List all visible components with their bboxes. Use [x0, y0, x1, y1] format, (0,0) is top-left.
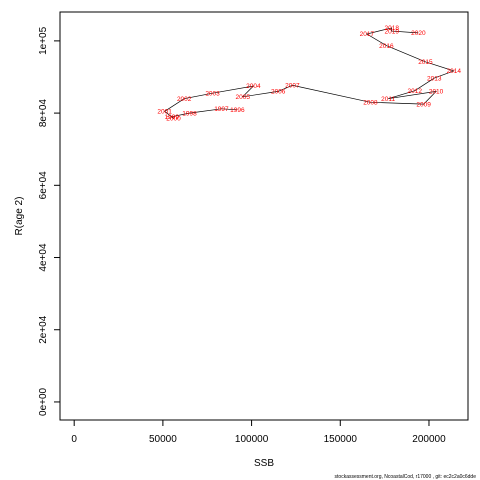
- y-tick-label: 1e+05: [38, 26, 49, 55]
- y-tick-label: 8e+04: [38, 99, 49, 128]
- x-tick-label: 100000: [235, 434, 269, 445]
- year-label-2020: 2020: [411, 30, 426, 37]
- year-label-2006: 2006: [271, 89, 286, 96]
- series-line: [164, 27, 455, 119]
- year-label-2007: 2007: [285, 82, 300, 89]
- year-label-2015: 2015: [418, 59, 433, 66]
- year-label-2009: 2009: [416, 101, 431, 108]
- y-tick-label: 0e+00: [38, 387, 49, 416]
- year-label-1999: 1999: [165, 114, 180, 121]
- year-label-2016: 2016: [379, 43, 394, 50]
- year-label-2011: 2011: [381, 96, 395, 103]
- year-label-2000: 2000: [166, 116, 181, 123]
- year-label-2004: 2004: [246, 83, 261, 90]
- year-label-2010: 2010: [429, 89, 444, 96]
- y-tick-label: 6e+04: [38, 171, 49, 200]
- year-label-1996: 1996: [230, 107, 245, 114]
- year-label-1997: 1997: [214, 106, 229, 113]
- year-label-2012: 2012: [408, 88, 423, 95]
- year-label-2005: 2005: [235, 94, 250, 101]
- y-axis-title: R(age 2): [14, 197, 25, 236]
- x-tick-label: 200000: [412, 434, 446, 445]
- y-tick-label: 2e+04: [38, 315, 49, 344]
- year-label-1998: 1998: [182, 110, 197, 117]
- year-label-2002: 2002: [177, 96, 192, 103]
- year-label-2017: 2017: [360, 31, 375, 38]
- year-label-2019: 2019: [384, 28, 399, 35]
- year-label-2014: 2014: [447, 68, 462, 75]
- plot-frame: [59, 11, 469, 421]
- x-tick-label: 0: [71, 434, 77, 445]
- x-tick-label: 150000: [324, 434, 358, 445]
- year-label-2018: 2018: [384, 25, 399, 32]
- x-tick-label: 50000: [149, 434, 177, 445]
- year-label-2003: 2003: [205, 90, 220, 97]
- year-label-2013: 2013: [427, 75, 442, 82]
- y-tick-label: 4e+04: [38, 243, 49, 272]
- x-axis-title: SSB: [254, 458, 274, 469]
- year-label-2008: 2008: [363, 99, 378, 106]
- x-axis: 0 50000 100000 150000 200000: [71, 419, 446, 445]
- y-axis: 0e+00 2e+04 4e+04 6e+04 8e+04 1e+05: [38, 26, 61, 416]
- year-label-2001: 2001: [157, 108, 172, 115]
- footer-text: stockassessment.org, NcoastalCod, r17000…: [335, 474, 477, 480]
